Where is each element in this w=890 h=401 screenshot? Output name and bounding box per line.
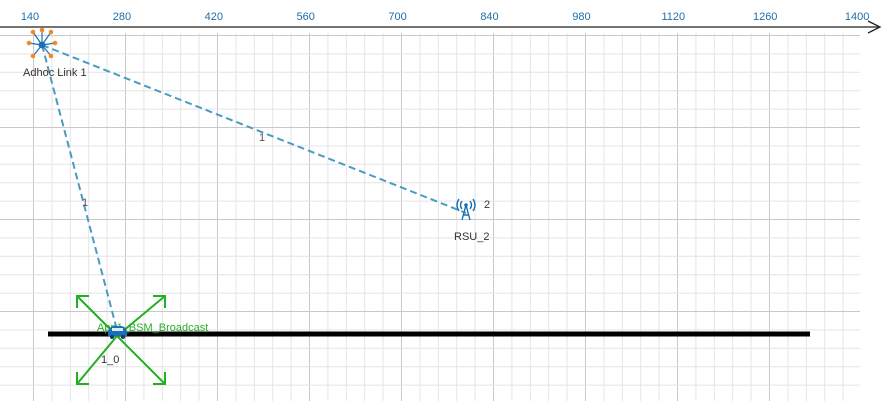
ruler-tick-label: 700 (388, 11, 406, 23)
ruler-tick-label: 1400 (845, 11, 869, 23)
move-arrows-icon[interactable] (76, 295, 166, 385)
car-icon (108, 326, 127, 339)
ruler-tick-label: 420 (205, 11, 223, 23)
ruler-arrow-icon (867, 20, 882, 34)
rsu-label: RSU_2 (454, 231, 489, 243)
vehicle-label: 1_0 (101, 354, 119, 366)
rsu-tower-icon (456, 198, 476, 221)
rsu-id-label: 2 (484, 199, 490, 211)
rsu-node[interactable]: 2 RSU_2 (454, 198, 490, 243)
vehicle-node[interactable]: 1_0 (101, 326, 127, 366)
link-adhoc-vehicle-label: 1 (82, 197, 88, 209)
ruler-tick-label: 980 (572, 11, 590, 23)
adhoc-link-label: Adhoc Link 1 (23, 67, 87, 79)
link-adhoc-vehicle[interactable] (41, 44, 118, 331)
ruler-tick-label: 140 (21, 11, 39, 23)
top-ruler: 140 280 420 560 700 840 980 1120 1260 1400 (0, 11, 882, 34)
link-adhoc-rsu-label: 1 (259, 132, 265, 144)
grid (0, 33, 860, 401)
ruler-tick-label: 840 (480, 11, 498, 23)
ruler-tick-label: 560 (297, 11, 315, 23)
ruler-tick-label: 1120 (661, 11, 685, 23)
ruler-tick-label: 1260 (753, 11, 777, 23)
ruler-tick-label: 280 (113, 11, 131, 23)
link-adhoc-rsu[interactable] (41, 44, 467, 214)
adhoc-link-node[interactable]: Adhoc Link 1 (23, 27, 87, 79)
adhoc-link-icon (26, 27, 58, 59)
